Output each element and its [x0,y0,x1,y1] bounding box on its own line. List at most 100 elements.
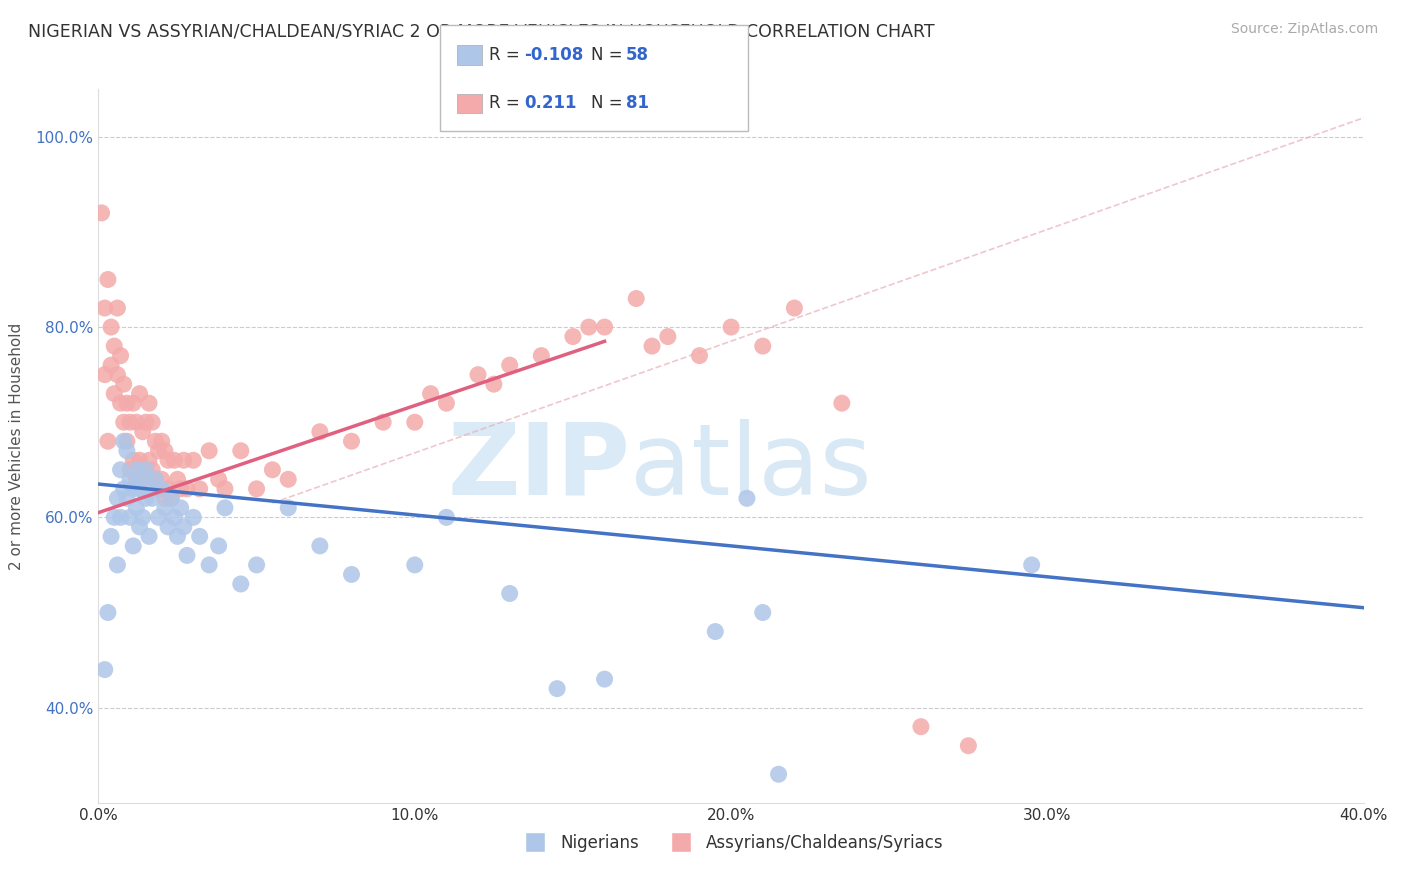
Text: 0.211: 0.211 [524,94,576,112]
Assyrians/Chaldeans/Syriacs [163,453,186,467]
Assyrians/Chaldeans/Syriacs [141,463,163,477]
Assyrians/Chaldeans/Syriacs [128,386,150,401]
Assyrians/Chaldeans/Syriacs [112,377,135,392]
Nigerians [125,500,148,515]
Assyrians/Chaldeans/Syriacs [910,720,932,734]
Assyrians/Chaldeans/Syriacs [103,339,125,353]
Assyrians/Chaldeans/Syriacs [150,472,173,486]
Nigerians [176,549,198,563]
Nigerians [163,510,186,524]
Nigerians [436,510,458,524]
Nigerians [166,529,188,543]
Assyrians/Chaldeans/Syriacs [173,453,195,467]
Assyrians/Chaldeans/Syriacs [561,329,585,343]
Nigerians [97,606,120,620]
Nigerians [141,491,163,506]
Nigerians [112,434,135,449]
Nigerians [132,510,155,524]
Assyrians/Chaldeans/Syriacs [110,349,132,363]
Assyrians/Chaldeans/Syriacs [125,415,148,429]
Text: atlas: atlas [630,419,872,516]
Assyrians/Chaldeans/Syriacs [657,329,679,343]
Nigerians [100,529,122,543]
Assyrians/Chaldeans/Syriacs [169,482,191,496]
Assyrians/Chaldeans/Syriacs [100,358,122,372]
Assyrians/Chaldeans/Syriacs [624,292,647,306]
Nigerians [183,510,205,524]
Assyrians/Chaldeans/Syriacs [157,482,180,496]
Assyrians/Chaldeans/Syriacs [498,358,520,372]
Text: ZIP: ZIP [447,419,630,516]
Assyrians/Chaldeans/Syriacs [153,443,176,458]
Text: R =: R = [489,94,526,112]
Assyrians/Chaldeans/Syriacs [277,472,299,486]
Assyrians/Chaldeans/Syriacs [145,472,166,486]
Nigerians [277,500,299,515]
Assyrians/Chaldeans/Syriacs [115,396,138,410]
Assyrians/Chaldeans/Syriacs [183,453,205,467]
Text: R =: R = [489,46,526,64]
Assyrians/Chaldeans/Syriacs [783,301,806,315]
Assyrians/Chaldeans/Syriacs [208,472,231,486]
Assyrians/Chaldeans/Syriacs [176,482,198,496]
Nigerians [115,491,138,506]
Text: N =: N = [591,94,627,112]
Assyrians/Chaldeans/Syriacs [132,472,155,486]
Nigerians [546,681,568,696]
Nigerians [138,529,160,543]
Nigerians [93,663,117,677]
Assyrians/Chaldeans/Syriacs [198,443,221,458]
Assyrians/Chaldeans/Syriacs [93,301,117,315]
Nigerians [208,539,231,553]
Nigerians [1021,558,1043,572]
Assyrians/Chaldeans/Syriacs [160,491,183,506]
Nigerians [229,577,252,591]
Nigerians [160,491,183,506]
Nigerians [107,491,129,506]
Nigerians [157,520,180,534]
Assyrians/Chaldeans/Syriacs [112,415,135,429]
Nigerians [110,510,132,524]
Text: 81: 81 [626,94,648,112]
Nigerians [188,529,211,543]
Nigerians [404,558,426,572]
Nigerians [704,624,727,639]
Assyrians/Chaldeans/Syriacs [100,320,122,334]
Text: Source: ZipAtlas.com: Source: ZipAtlas.com [1230,22,1378,37]
Assyrians/Chaldeans/Syriacs [132,425,155,439]
Assyrians/Chaldeans/Syriacs [128,453,150,467]
Text: NIGERIAN VS ASSYRIAN/CHALDEAN/SYRIAC 2 OR MORE VEHICLES IN HOUSEHOLD CORRELATION: NIGERIAN VS ASSYRIAN/CHALDEAN/SYRIAC 2 O… [28,22,935,40]
Assyrians/Chaldeans/Syriacs [120,415,141,429]
Nigerians [309,539,332,553]
Nigerians [214,500,236,515]
Assyrians/Chaldeans/Syriacs [530,349,553,363]
Assyrians/Chaldeans/Syriacs [150,434,173,449]
Text: -0.108: -0.108 [524,46,583,64]
Assyrians/Chaldeans/Syriacs [371,415,394,429]
Assyrians/Chaldeans/Syriacs [145,434,166,449]
Nigerians [173,520,195,534]
Assyrians/Chaldeans/Syriacs [957,739,980,753]
Nigerians [132,472,155,486]
Nigerians [138,482,160,496]
Nigerians [150,482,173,496]
Assyrians/Chaldeans/Syriacs [482,377,505,392]
Nigerians [115,443,138,458]
Assyrians/Chaldeans/Syriacs [688,349,710,363]
Assyrians/Chaldeans/Syriacs [262,463,284,477]
Assyrians/Chaldeans/Syriacs [214,482,236,496]
Assyrians/Chaldeans/Syriacs [188,482,211,496]
Nigerians [153,500,176,515]
Assyrians/Chaldeans/Syriacs [97,272,120,286]
Assyrians/Chaldeans/Syriacs [135,415,157,429]
Nigerians [112,482,135,496]
Assyrians/Chaldeans/Syriacs [246,482,269,496]
Assyrians/Chaldeans/Syriacs [153,491,176,506]
Text: N =: N = [591,46,627,64]
Nigerians [128,482,150,496]
Assyrians/Chaldeans/Syriacs [229,443,252,458]
Assyrians/Chaldeans/Syriacs [166,472,188,486]
Assyrians/Chaldeans/Syriacs [107,301,129,315]
Nigerians [125,463,148,477]
Nigerians [246,558,269,572]
